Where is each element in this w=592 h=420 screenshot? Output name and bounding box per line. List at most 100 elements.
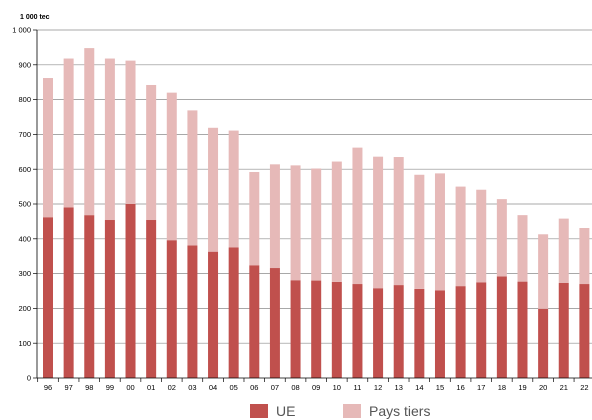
bar-ue-16 xyxy=(455,286,466,378)
bar-ue-07 xyxy=(269,268,280,378)
bar-pays-tiers-17 xyxy=(476,189,487,283)
bar-pays-tiers-11 xyxy=(352,147,363,285)
x-tick-label: 21 xyxy=(560,383,568,392)
bar-ue-10 xyxy=(331,281,342,378)
bar-ue-20 xyxy=(538,308,549,378)
y-tick-label: 600 xyxy=(18,165,31,174)
x-tick-label: 16 xyxy=(456,383,464,392)
bar-pays-tiers-10 xyxy=(331,161,342,282)
legend-swatch-ue xyxy=(250,404,268,418)
bar-pays-tiers-97 xyxy=(63,58,74,208)
x-tick-label: 07 xyxy=(271,383,279,392)
bar-pays-tiers-19 xyxy=(517,215,528,282)
bar-pays-tiers-06 xyxy=(249,171,260,266)
bar-ue-14 xyxy=(414,288,425,378)
bar-pays-tiers-21 xyxy=(558,218,569,283)
bar-pays-tiers-15 xyxy=(434,173,445,291)
legend-swatch-pays-tiers xyxy=(343,404,361,418)
y-tick-label: 700 xyxy=(18,130,31,139)
bar-pays-tiers-02 xyxy=(166,92,177,241)
bar-pays-tiers-98 xyxy=(84,48,95,216)
bar-ue-12 xyxy=(373,288,384,378)
x-tick-label: 14 xyxy=(415,383,423,392)
y-tick-label: 1 000 xyxy=(12,26,31,35)
bar-ue-96 xyxy=(43,217,53,378)
x-tick-label: 10 xyxy=(333,383,341,392)
x-tick-label: 20 xyxy=(539,383,547,392)
bar-pays-tiers-05 xyxy=(228,130,239,248)
x-tick-label: 19 xyxy=(518,383,526,392)
bar-ue-97 xyxy=(63,207,74,378)
bar-ue-19 xyxy=(517,281,528,378)
x-tick-label: 15 xyxy=(436,383,444,392)
y-tick-label: 500 xyxy=(18,200,31,209)
bar-pays-tiers-20 xyxy=(538,234,549,309)
x-tick-labels: 96 97 98 99 00 01 02 03 04 05 06 07 08 09 10 11 12 13 14 15… xyxy=(44,383,589,392)
bar-pays-tiers-07 xyxy=(269,164,280,269)
bar-ue-13 xyxy=(393,285,404,378)
bar-ue-06 xyxy=(249,265,260,378)
y-tick-label: 300 xyxy=(18,269,31,278)
y-tick-label: 100 xyxy=(18,339,31,348)
x-tick-label: 12 xyxy=(374,383,382,392)
bar-ue-08 xyxy=(290,280,301,378)
bar-pays-tiers-13 xyxy=(393,157,404,286)
bar-ue-18 xyxy=(496,276,507,378)
x-tick-label: 11 xyxy=(354,383,362,392)
bar-pays-tiers-04 xyxy=(208,127,219,252)
bar-ue-01 xyxy=(146,220,157,378)
x-tick-label: 98 xyxy=(85,383,93,392)
x-tick-label: 99 xyxy=(106,383,114,392)
bar-pays-tiers-12 xyxy=(373,156,384,289)
bar-pays-tiers-22 xyxy=(579,228,590,285)
x-tick-label: 04 xyxy=(209,383,217,392)
x-tick-label: 05 xyxy=(229,383,237,392)
legend-label-ue: UE xyxy=(276,403,295,419)
bar-ue-00 xyxy=(125,204,136,378)
bars xyxy=(43,48,590,378)
bar-ue-02 xyxy=(166,240,177,378)
x-tick-label: 03 xyxy=(188,383,196,392)
bar-ue-11 xyxy=(352,284,363,378)
x-tick-label: 96 xyxy=(44,383,52,392)
bar-pays-tiers-08 xyxy=(290,165,301,281)
bar-ue-22 xyxy=(579,284,590,378)
bar-pays-tiers-00 xyxy=(125,60,136,205)
axes xyxy=(33,29,592,382)
x-tick-label: 22 xyxy=(580,383,588,392)
bar-pays-tiers-09 xyxy=(311,168,322,281)
y-unit-label: 1 000 tec xyxy=(20,14,50,21)
y-tick-label: 200 xyxy=(18,304,31,313)
bar-ue-05 xyxy=(228,247,239,378)
bar-ue-21 xyxy=(558,282,569,378)
x-tick-label: 01 xyxy=(147,383,155,392)
bar-ue-03 xyxy=(187,245,198,378)
bar-pays-tiers-14 xyxy=(414,174,425,289)
bar-pays-tiers-01 xyxy=(146,84,157,221)
y-tick-label: 0 xyxy=(27,374,31,383)
bar-pays-tiers-99 xyxy=(104,58,115,221)
y-tick-label: 800 xyxy=(18,95,31,104)
x-tick-label: 09 xyxy=(312,383,320,392)
bar-pays-tiers-96 xyxy=(43,78,53,218)
y-tick-labels: 0 100 200 300 400 500 600 700 800 900 1 000 xyxy=(12,26,31,383)
bar-ue-98 xyxy=(84,215,95,378)
x-tick-label: 17 xyxy=(477,383,485,392)
legend-label-pays-tiers: Pays tiers xyxy=(369,403,430,419)
bar-ue-04 xyxy=(208,251,219,378)
bar-pays-tiers-16 xyxy=(455,186,466,287)
x-tick-label: 06 xyxy=(250,383,258,392)
x-tick-label: 02 xyxy=(168,383,176,392)
x-tick-label: 13 xyxy=(395,383,403,392)
bar-ue-17 xyxy=(476,282,487,378)
y-tick-label: 400 xyxy=(18,234,31,243)
x-tick-label: 18 xyxy=(498,383,506,392)
x-tick-label: 08 xyxy=(291,383,299,392)
x-tick-label: 00 xyxy=(126,383,134,392)
bar-ue-99 xyxy=(104,220,115,378)
x-tick-label: 97 xyxy=(64,383,72,392)
legend: UE Pays tiers xyxy=(250,403,430,419)
y-tick-label: 900 xyxy=(18,60,31,69)
bar-ue-09 xyxy=(311,280,322,378)
